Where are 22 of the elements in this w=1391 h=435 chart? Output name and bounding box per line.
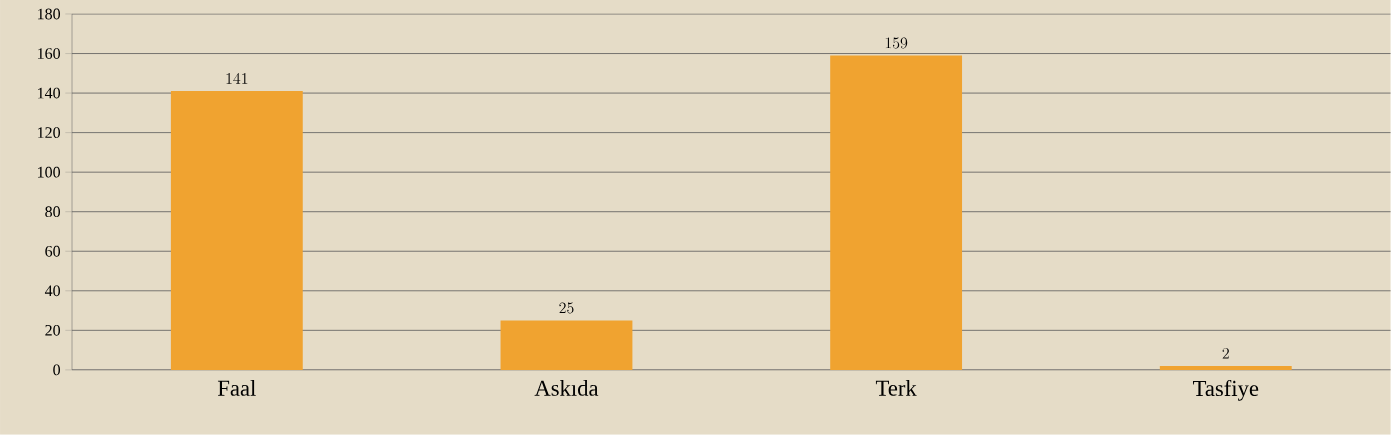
bar (500, 320, 633, 370)
bar (1159, 365, 1292, 370)
data-label: 25 (559, 302, 574, 314)
bar (170, 91, 303, 370)
y-tick-label: 60 (45, 245, 61, 257)
x-tick-label: Tasfiye (1193, 379, 1259, 401)
y-tick-label: 0 (53, 364, 61, 376)
y-tick-label: 140 (38, 87, 61, 99)
y-tick-label: 160 (38, 48, 61, 59)
data-label: 141 (226, 73, 248, 84)
y-tick-label: 80 (45, 206, 61, 218)
x-tick-label: Faal (217, 379, 256, 396)
y-tick-label: 180 (38, 8, 61, 20)
y-tick-label: 100 (38, 166, 61, 178)
y-tick-label: 20 (45, 325, 61, 336)
data-label: 2 (1222, 347, 1229, 359)
y-tick-label: 120 (38, 127, 61, 139)
x-tick-label: Terk (875, 379, 917, 396)
x-tick-label: Askıda (534, 379, 599, 396)
data-label: 159 (885, 37, 908, 49)
bar (830, 55, 963, 370)
y-tick-label: 40 (44, 285, 61, 297)
